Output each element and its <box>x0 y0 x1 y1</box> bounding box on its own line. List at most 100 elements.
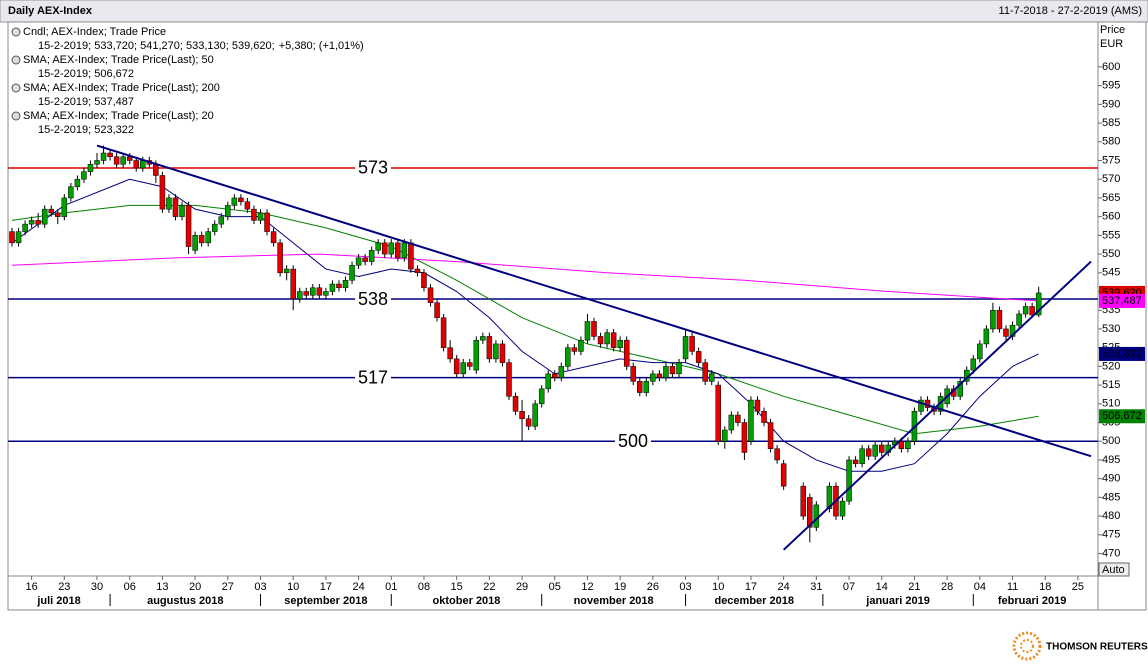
candle-body <box>722 429 728 442</box>
month-label: februari 2019 <box>998 595 1066 607</box>
candle-body <box>198 235 205 244</box>
x-tick-label: 18 <box>1039 581 1051 593</box>
candle-body <box>381 242 388 255</box>
candle-body <box>257 212 264 221</box>
y-tick-label: 565 <box>1102 192 1120 204</box>
candle-body <box>650 373 656 382</box>
x-tick-label: 08 <box>418 581 430 593</box>
y-tick-label: 585 <box>1102 117 1120 129</box>
candle-body <box>133 160 139 169</box>
level-label-bg <box>615 431 651 452</box>
candle-body <box>800 485 807 517</box>
candle-body <box>94 160 100 165</box>
candle-body <box>807 497 813 528</box>
candle-body <box>525 418 532 427</box>
candle-body <box>826 485 833 509</box>
trend-line <box>782 260 1092 551</box>
candle-body <box>355 257 362 266</box>
candle-body <box>983 328 990 345</box>
candle-body <box>493 343 499 360</box>
candle-body <box>571 347 578 352</box>
level-label: 517 <box>358 367 388 387</box>
candle-body <box>368 250 375 262</box>
candle-body <box>774 448 780 461</box>
candle-body <box>617 339 623 348</box>
candle-body <box>87 163 94 172</box>
candle-body <box>597 336 604 345</box>
legend-detail: 15-2-2019; 537,487 <box>38 96 134 108</box>
x-tick-label: 28 <box>941 581 953 593</box>
auto-button[interactable] <box>1098 562 1130 577</box>
candle-body <box>303 291 310 296</box>
candle-body <box>486 336 493 360</box>
level-label: 573 <box>358 158 388 178</box>
x-tick-label: 29 <box>516 581 528 593</box>
candle-body <box>637 381 643 393</box>
x-tick-label: 10 <box>287 581 299 593</box>
candle-body <box>1016 313 1022 326</box>
candle-body <box>741 422 748 453</box>
candle-body <box>846 459 852 502</box>
candle-body <box>225 205 231 217</box>
candle-body <box>506 362 512 397</box>
legend-detail: 15-2-2019; 506,672 <box>38 68 134 80</box>
legend-detail: 15-2-2019; 533,720; 541,270; 533,130; 53… <box>38 40 275 52</box>
candle-body <box>68 186 74 199</box>
price-tag <box>1099 346 1145 361</box>
candle-body <box>310 287 316 296</box>
month-label: januari 2019 <box>865 595 930 607</box>
candle-body <box>970 358 977 371</box>
candle-body <box>153 163 159 176</box>
y-tick-label: 555 <box>1102 229 1120 241</box>
candle-body <box>440 317 447 348</box>
candle-body <box>218 216 225 225</box>
candle-body <box>15 231 22 244</box>
candle-body <box>1003 328 1009 337</box>
sma-line <box>11 253 1039 302</box>
candle-body <box>421 272 427 289</box>
candle-body <box>362 257 368 262</box>
candle-body <box>532 403 538 427</box>
candle-body <box>728 414 735 431</box>
candle-body <box>283 268 290 274</box>
candle-body <box>584 321 591 341</box>
y-tick-label: 515 <box>1102 379 1120 391</box>
candle-body <box>395 242 401 259</box>
candle-body <box>610 332 617 348</box>
y-tick-label: 495 <box>1102 454 1120 466</box>
x-tick-label: 21 <box>908 581 920 593</box>
candle-body <box>9 231 15 244</box>
x-axis-panel <box>7 575 1099 611</box>
candle-body <box>656 373 663 378</box>
candle-body <box>277 242 283 274</box>
candle-body <box>100 152 107 161</box>
candle-body <box>323 291 329 296</box>
candle-body <box>55 212 61 217</box>
candle-body <box>480 336 486 341</box>
x-tick-label: 19 <box>614 581 626 593</box>
candle-body <box>702 362 708 382</box>
candle-body <box>211 223 218 232</box>
candle-body <box>552 373 558 378</box>
candle-body <box>388 242 395 255</box>
candle-body <box>296 291 303 300</box>
candle-body <box>708 373 715 382</box>
candle-body <box>512 396 519 412</box>
legend-name: SMA; AEX-Index; Trade Price(Last); 200 <box>23 82 220 94</box>
candle-body <box>604 332 610 345</box>
x-tick-label: 07 <box>843 581 855 593</box>
candle-body <box>342 280 349 289</box>
candle-body <box>663 366 669 378</box>
candle-body <box>538 388 545 405</box>
candle-body <box>767 422 774 449</box>
month-label: november 2018 <box>574 595 654 607</box>
period: 11-7-2018 - 27-2-2019 (AMS) <box>999 5 1142 17</box>
candle-body <box>81 171 87 180</box>
x-tick-label: 24 <box>778 581 790 593</box>
brand: THOMSON REUTERS <box>1046 642 1148 653</box>
candle-body <box>761 411 767 423</box>
candle-body <box>113 156 120 165</box>
x-tick-label: 11 <box>1007 581 1018 593</box>
candle-body <box>251 208 257 221</box>
